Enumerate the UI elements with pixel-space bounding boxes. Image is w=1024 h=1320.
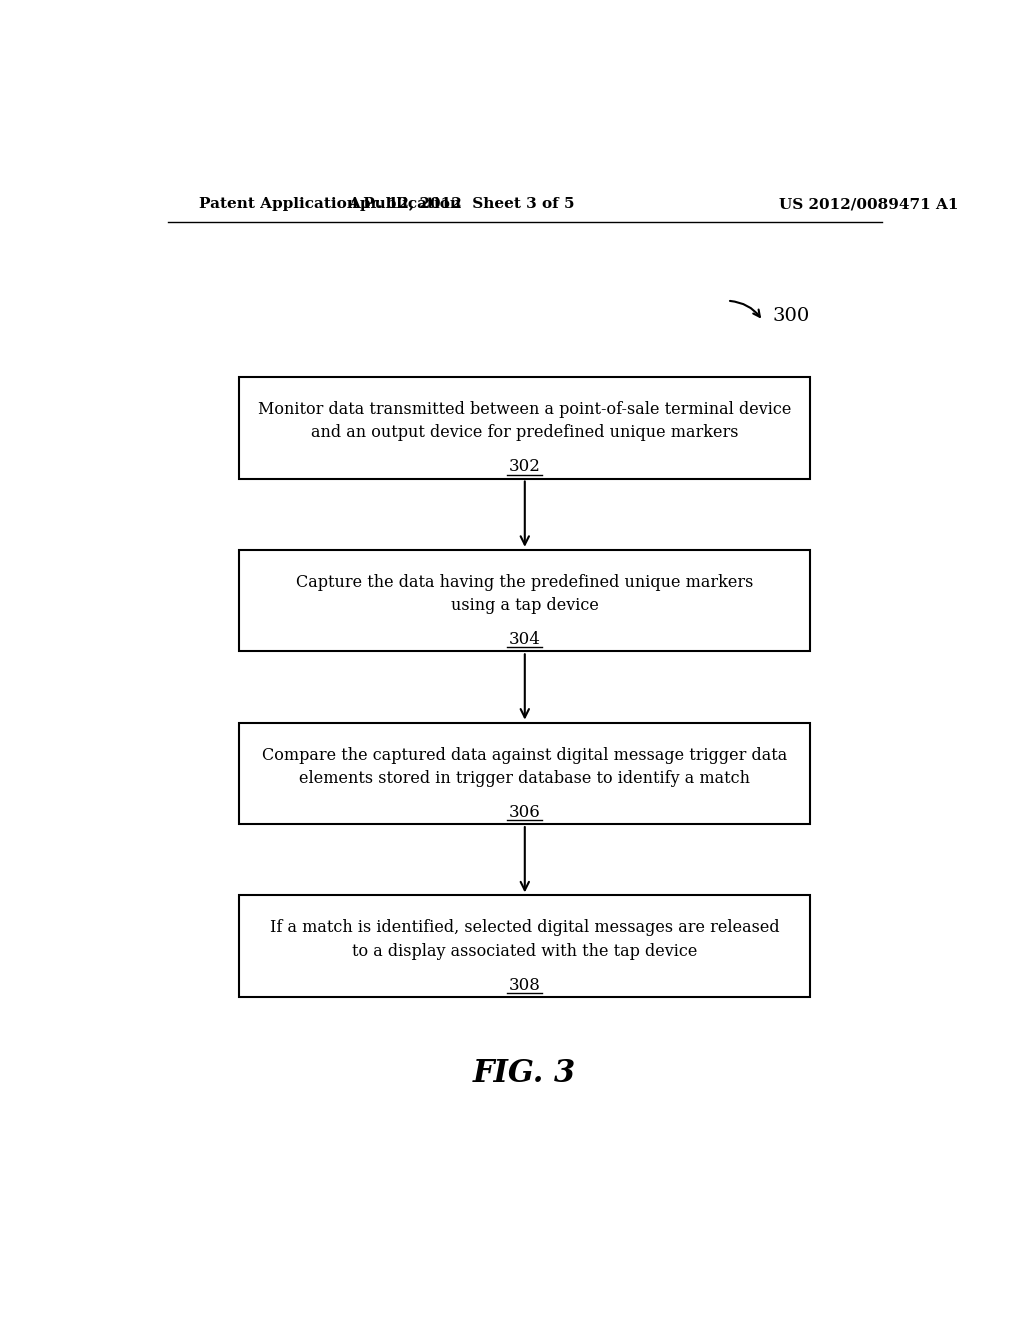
Text: elements stored in trigger database to identify a match: elements stored in trigger database to i… xyxy=(299,770,751,787)
FancyArrowPatch shape xyxy=(520,826,529,890)
FancyBboxPatch shape xyxy=(240,722,811,824)
FancyBboxPatch shape xyxy=(240,895,811,997)
Text: 306: 306 xyxy=(509,804,541,821)
Text: and an output device for predefined unique markers: and an output device for predefined uniq… xyxy=(311,424,738,441)
Text: If a match is identified, selected digital messages are released: If a match is identified, selected digit… xyxy=(270,919,779,936)
Text: Apr. 12, 2012  Sheet 3 of 5: Apr. 12, 2012 Sheet 3 of 5 xyxy=(348,197,574,211)
Text: 302: 302 xyxy=(509,458,541,475)
FancyArrowPatch shape xyxy=(730,301,760,317)
FancyBboxPatch shape xyxy=(240,378,811,479)
Text: 300: 300 xyxy=(772,308,810,325)
FancyArrowPatch shape xyxy=(520,482,529,545)
FancyArrowPatch shape xyxy=(520,655,529,717)
Text: Capture the data having the predefined unique markers: Capture the data having the predefined u… xyxy=(296,574,754,591)
Text: Patent Application Publication: Patent Application Publication xyxy=(200,197,462,211)
Text: Compare the captured data against digital message trigger data: Compare the captured data against digita… xyxy=(262,747,787,763)
Text: 308: 308 xyxy=(509,977,541,994)
Text: using a tap device: using a tap device xyxy=(451,597,599,614)
Text: to a display associated with the tap device: to a display associated with the tap dev… xyxy=(352,942,697,960)
Text: Monitor data transmitted between a point-of-sale terminal device: Monitor data transmitted between a point… xyxy=(258,401,792,418)
Text: 304: 304 xyxy=(509,631,541,648)
Text: FIG. 3: FIG. 3 xyxy=(473,1057,577,1089)
Text: US 2012/0089471 A1: US 2012/0089471 A1 xyxy=(778,197,958,211)
FancyBboxPatch shape xyxy=(240,549,811,651)
